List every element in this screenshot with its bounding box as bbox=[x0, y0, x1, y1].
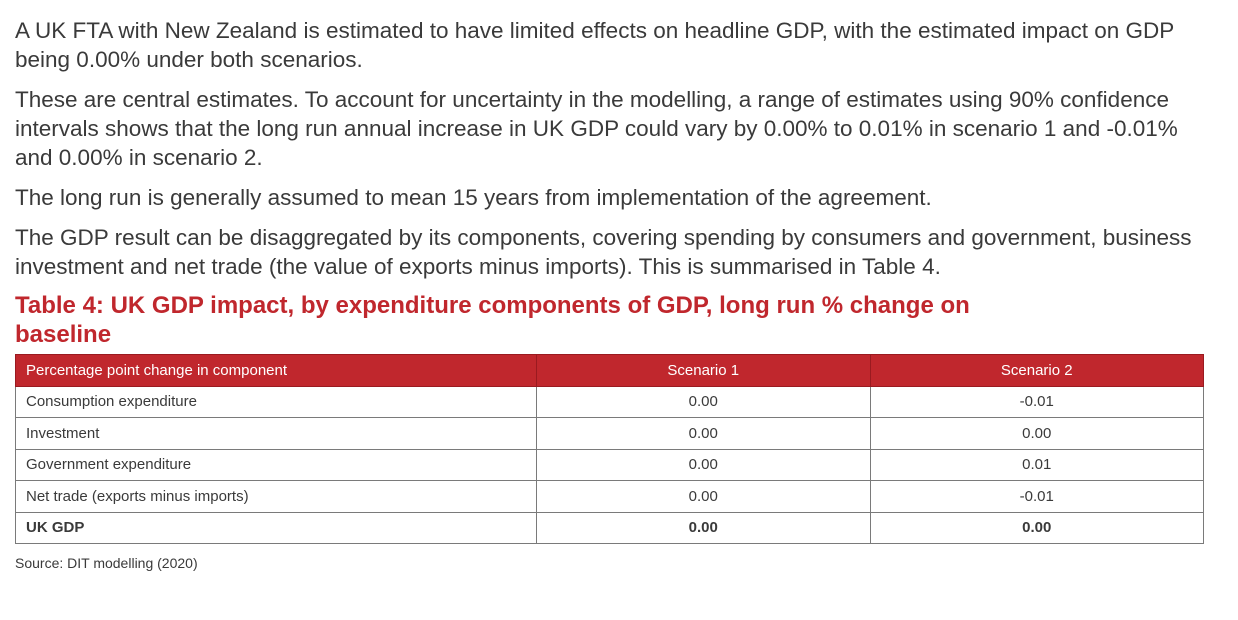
source-note: Source: DIT modelling (2020) bbox=[15, 555, 198, 571]
scenario-1-value: 0.00 bbox=[536, 480, 871, 513]
header-scenario-1: Scenario 1 bbox=[536, 354, 871, 387]
header-scenario-2: Scenario 2 bbox=[869, 354, 1204, 387]
table-row: Consumption expenditure 0.00 -0.01 bbox=[15, 385, 1204, 418]
table-row-total: UK GDP 0.00 0.00 bbox=[15, 511, 1204, 544]
table-header-row: Percentage point change in component Sce… bbox=[15, 354, 1204, 387]
scenario-1-value: 0.00 bbox=[536, 385, 871, 418]
gdp-components-table: Percentage point change in component Sce… bbox=[15, 354, 1204, 544]
paragraph-gdp-components: The GDP result can be disaggregated by i… bbox=[15, 225, 1192, 279]
scenario-2-value: 0.01 bbox=[869, 448, 1204, 481]
scenario-1-value: 0.00 bbox=[536, 511, 871, 544]
table-title: Table 4: UK GDP impact, by expenditure c… bbox=[15, 292, 970, 348]
row-label: Consumption expenditure bbox=[15, 385, 537, 418]
scenario-2-value: -0.01 bbox=[869, 480, 1204, 513]
scenario-1-value: 0.00 bbox=[536, 448, 871, 481]
scenario-2-value: 0.00 bbox=[869, 511, 1204, 544]
paragraph-gdp-summary: A UK FTA with New Zealand is estimated t… bbox=[15, 18, 1174, 72]
scenario-2-value: -0.01 bbox=[869, 385, 1204, 418]
row-label: UK GDP bbox=[15, 511, 537, 544]
paragraph-confidence-intervals: These are central estimates. To account … bbox=[15, 87, 1178, 170]
table-row: Net trade (exports minus imports) 0.00 -… bbox=[15, 480, 1204, 513]
paragraph-long-run-definition: The long run is generally assumed to mea… bbox=[15, 185, 932, 210]
header-component: Percentage point change in component bbox=[15, 354, 537, 387]
scenario-2-value: 0.00 bbox=[869, 417, 1204, 450]
row-label: Net trade (exports minus imports) bbox=[15, 480, 537, 513]
scenario-1-value: 0.00 bbox=[536, 417, 871, 450]
row-label: Government expenditure bbox=[15, 448, 537, 481]
row-label: Investment bbox=[15, 417, 537, 450]
table-row: Investment 0.00 0.00 bbox=[15, 417, 1204, 450]
document-page: A UK FTA with New Zealand is estimated t… bbox=[15, 16, 1220, 571]
table-row: Government expenditure 0.00 0.01 bbox=[15, 448, 1204, 481]
